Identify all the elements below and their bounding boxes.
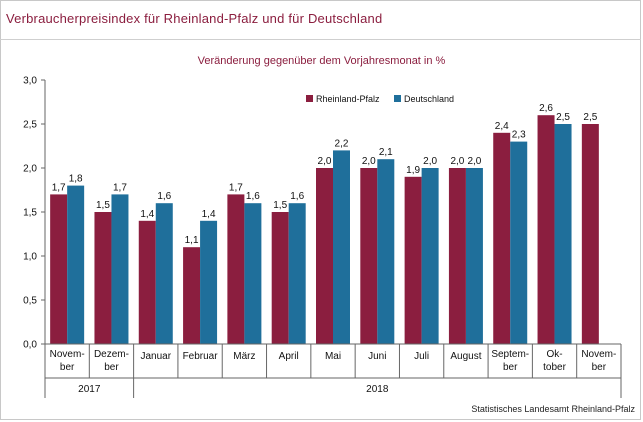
data-label: 1,1 xyxy=(185,235,199,246)
bar-de xyxy=(421,168,439,344)
y-tick-label: 2,5 xyxy=(23,120,37,131)
x-tick-label: Februar xyxy=(183,351,219,362)
x-tick-label: Juni xyxy=(368,351,386,362)
x-tick-label: Novem- xyxy=(50,349,85,360)
x-tick-label: Januar xyxy=(140,351,171,362)
x-tick-label: August xyxy=(450,351,481,362)
bar-rlp xyxy=(94,212,112,344)
bar-de xyxy=(510,141,528,344)
bar-rlp xyxy=(316,168,333,344)
bar-de xyxy=(155,203,173,344)
x-tick-label: Ok- xyxy=(546,349,562,360)
data-label: 1,9 xyxy=(406,165,420,176)
bar-rlp xyxy=(183,247,201,344)
legend-swatch-de xyxy=(394,95,401,102)
data-label: 2,5 xyxy=(556,112,570,123)
bar-de xyxy=(377,159,395,344)
y-tick-label: 3,0 xyxy=(23,76,37,87)
bar-rlp xyxy=(138,220,156,344)
x-tick-label: Mai xyxy=(325,351,341,362)
x-tick-label: ber xyxy=(104,362,119,373)
data-label: 1,7 xyxy=(52,182,66,193)
bar-de xyxy=(67,185,85,344)
data-label: 2,0 xyxy=(423,156,437,167)
year-label: 2018 xyxy=(366,384,389,395)
bar-rlp xyxy=(581,124,599,344)
source-note: Statistisches Landesamt Rheinland-Pfalz xyxy=(471,404,635,414)
bar-de xyxy=(465,168,483,344)
bar-de xyxy=(554,124,572,344)
x-tick-label: Juli xyxy=(414,351,429,362)
legend-label: Deutschland xyxy=(404,94,454,104)
x-tick-label: März xyxy=(233,351,255,362)
x-tick-label: April xyxy=(279,351,299,362)
data-label: 2,2 xyxy=(335,138,349,149)
data-label: 1,5 xyxy=(273,200,287,211)
bar-de xyxy=(244,203,262,344)
year-label: 2017 xyxy=(78,384,101,395)
y-tick-label: 1,5 xyxy=(23,208,37,219)
x-tick-label: ber xyxy=(60,362,75,373)
bar-de xyxy=(333,150,350,344)
legend-label: Rheinland-Pfalz xyxy=(316,94,380,104)
data-label: 1,4 xyxy=(140,209,154,220)
data-label: 2,6 xyxy=(539,103,553,114)
bar-rlp xyxy=(271,212,289,344)
x-tick-label: ber xyxy=(503,362,518,373)
data-label: 2,0 xyxy=(450,156,464,167)
y-tick-label: 1,0 xyxy=(23,252,37,263)
y-tick-label: 0,5 xyxy=(23,296,37,307)
x-tick-label: Septem- xyxy=(491,349,529,360)
data-label: 1,5 xyxy=(96,200,110,211)
chart-subtitle: Veränderung gegenüber dem Vorjahresmonat… xyxy=(197,55,446,67)
bars-layer xyxy=(50,115,599,344)
legend: Rheinland-Pfalz Deutschland xyxy=(306,94,454,104)
data-label: 1,8 xyxy=(69,174,83,185)
legend-swatch-rlp xyxy=(306,95,313,102)
y-tick-label: 2,0 xyxy=(23,164,37,175)
data-label: 1,6 xyxy=(290,191,304,202)
chart-title: Verbraucherpreisindex für Rheinland-Pfal… xyxy=(6,11,383,26)
data-label: 2,4 xyxy=(495,121,509,132)
x-tick-label: tober xyxy=(543,362,566,373)
data-label: 2,0 xyxy=(467,156,481,167)
data-label: 1,7 xyxy=(113,182,127,193)
bar-rlp xyxy=(448,168,466,344)
data-label: 2,3 xyxy=(512,130,526,141)
bar-rlp xyxy=(537,115,555,344)
data-label: 1,6 xyxy=(246,191,260,202)
data-label: 1,4 xyxy=(202,209,216,220)
x-tick-label: Dezem- xyxy=(94,349,129,360)
data-label: 2,5 xyxy=(583,112,597,123)
bar-rlp xyxy=(493,132,511,344)
data-label: 2,1 xyxy=(379,147,393,158)
x-tick-label: Novem- xyxy=(581,349,616,360)
x-tick-label: ber xyxy=(592,362,607,373)
y-tick-label: 0,0 xyxy=(23,340,37,351)
data-label: 1,7 xyxy=(229,182,243,193)
bar-rlp xyxy=(360,168,378,344)
bar-rlp xyxy=(404,176,422,344)
value-labels-layer: 1,71,51,41,11,71,52,0 2,01,92,02,42,62,51… xyxy=(52,103,598,246)
bar-de xyxy=(111,194,129,344)
bar-rlp xyxy=(50,194,68,344)
data-label: 1,6 xyxy=(157,191,171,202)
bar-rlp xyxy=(227,194,245,344)
data-label: 2,0 xyxy=(362,156,376,167)
title-divider xyxy=(0,39,641,40)
axes-layer: 0,0 0,5 1,0 1,5 2,0 2,5 3,0 Novem-ber Dezem-ber J… xyxy=(23,76,622,398)
data-label: 2,0 xyxy=(318,156,332,167)
bar-de xyxy=(288,203,306,344)
bar-de xyxy=(200,220,218,344)
